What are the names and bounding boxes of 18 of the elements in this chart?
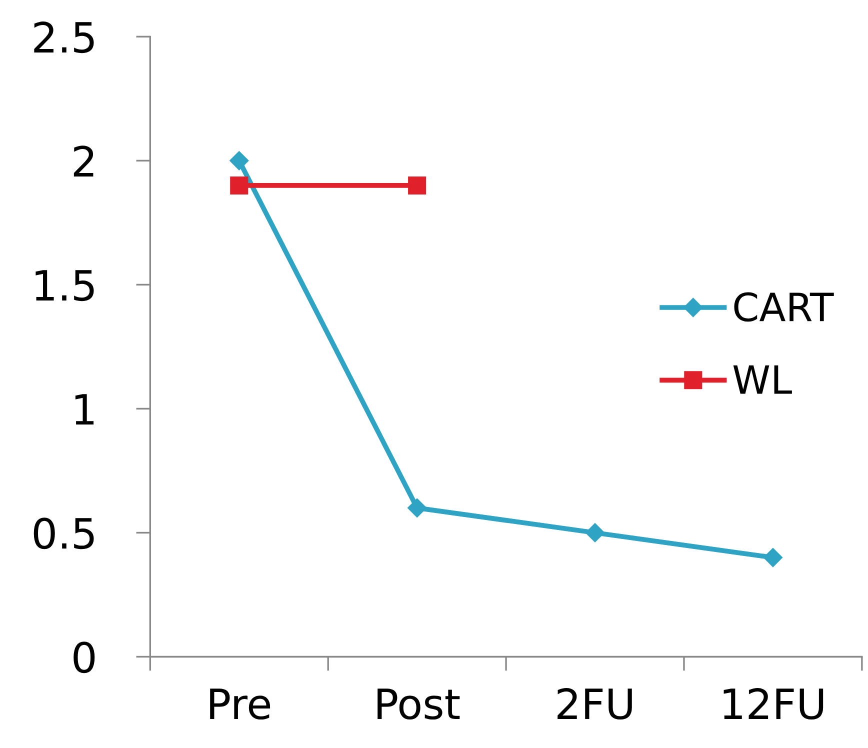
x-tick-label: Pre [210, 688, 270, 720]
point [585, 523, 605, 542]
point [230, 151, 249, 170]
y-tick-label: 0 [74, 642, 95, 674]
x-tick-label: 2FU [558, 688, 632, 720]
y-tick-label: 1 [75, 394, 94, 425]
point [763, 548, 782, 568]
legend-label: WL [733, 365, 792, 394]
point [408, 176, 426, 194]
legend-label: CART [734, 292, 834, 322]
x-tick-label: 12FU [724, 688, 824, 720]
y-tick-label: 2 [74, 146, 94, 176]
x-tick-label: Post [378, 688, 460, 720]
y-tick-label: 2.5 [34, 22, 94, 54]
y-tick-label: 1.5 [36, 270, 94, 302]
point [230, 176, 248, 194]
point [408, 498, 427, 518]
y-tick-label: 0.5 [34, 518, 94, 550]
